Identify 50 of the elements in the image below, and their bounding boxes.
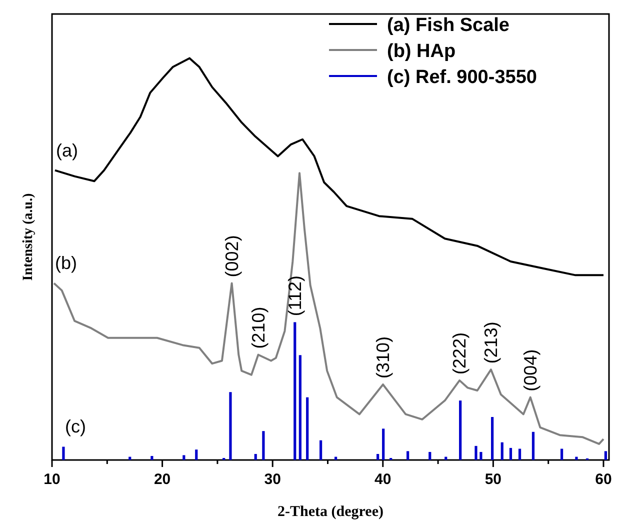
legend-label: (a) Fish Scale <box>387 15 510 36</box>
annotation: (c) <box>64 416 86 437</box>
bar <box>459 400 462 460</box>
bar <box>128 456 132 460</box>
bar <box>150 456 154 460</box>
bar <box>444 456 448 460</box>
bar <box>509 448 512 460</box>
bar <box>195 450 198 460</box>
bar <box>334 456 338 460</box>
x-tick-label: 50 <box>484 471 502 488</box>
bar <box>262 431 265 460</box>
annotation: (213) <box>480 322 501 364</box>
annotation: (310) <box>373 336 393 378</box>
bar <box>532 432 535 460</box>
y-axis-title: Intensity (a.u.) <box>21 192 36 281</box>
bar <box>376 454 380 460</box>
x-tick-label: 40 <box>374 471 392 488</box>
x-axis-title: 2-Theta (degree) <box>278 504 384 520</box>
x-tick-label: 60 <box>595 471 612 488</box>
bar <box>229 392 232 460</box>
bar <box>428 452 432 460</box>
x-tick-label: 10 <box>44 471 60 488</box>
legend-label: (c) Ref. 900-3550 <box>387 67 537 88</box>
bar <box>406 451 410 460</box>
annotation: (a) <box>56 140 78 160</box>
bar <box>319 440 322 460</box>
x-tick-label: 20 <box>154 471 171 488</box>
bar <box>500 442 504 460</box>
bar <box>518 448 522 460</box>
bar <box>491 417 494 460</box>
bar <box>575 456 578 460</box>
bar <box>254 454 257 460</box>
bar <box>604 451 607 460</box>
bar <box>382 428 385 460</box>
annotation: (004) <box>520 349 540 392</box>
bar <box>480 452 482 460</box>
bar <box>294 322 296 460</box>
annotation: (222) <box>450 332 470 374</box>
bar <box>62 446 65 460</box>
bar <box>182 455 186 460</box>
annotation: (b) <box>54 253 77 274</box>
annotation: (002) <box>222 235 242 278</box>
bar <box>474 446 478 460</box>
annotation: (112) <box>284 275 305 316</box>
bar <box>560 448 564 460</box>
bar <box>298 355 302 460</box>
annotation: (210) <box>248 306 268 349</box>
x-tick-label: 30 <box>264 471 281 488</box>
bar <box>306 397 309 460</box>
legend-label: (b) HAp <box>387 41 456 62</box>
